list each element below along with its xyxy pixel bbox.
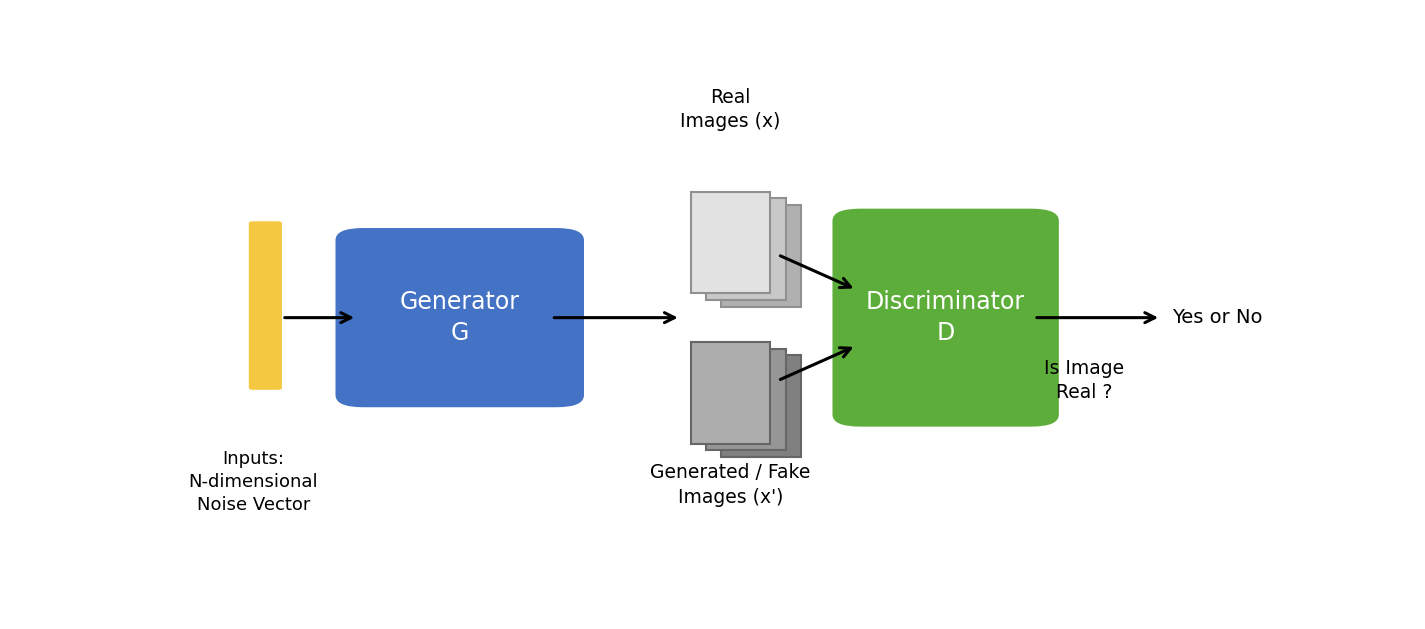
FancyBboxPatch shape xyxy=(705,348,785,450)
Text: Generator
G: Generator G xyxy=(400,290,520,345)
Text: Real
Images (x): Real Images (x) xyxy=(680,87,781,131)
Text: Discriminator
D: Discriminator D xyxy=(866,290,1025,345)
FancyBboxPatch shape xyxy=(249,221,282,390)
FancyBboxPatch shape xyxy=(335,228,584,407)
FancyBboxPatch shape xyxy=(721,355,801,457)
Text: Inputs:
N-dimensional
Noise Vector: Inputs: N-dimensional Noise Vector xyxy=(188,450,318,514)
Text: Generated / Fake
Images (x'): Generated / Fake Images (x') xyxy=(650,464,811,506)
FancyBboxPatch shape xyxy=(691,342,770,443)
FancyBboxPatch shape xyxy=(721,205,801,307)
FancyBboxPatch shape xyxy=(705,199,785,300)
FancyBboxPatch shape xyxy=(832,209,1059,426)
Text: Is Image
Real ?: Is Image Real ? xyxy=(1043,359,1124,402)
Text: Yes or No: Yes or No xyxy=(1171,308,1263,327)
FancyBboxPatch shape xyxy=(691,192,770,293)
